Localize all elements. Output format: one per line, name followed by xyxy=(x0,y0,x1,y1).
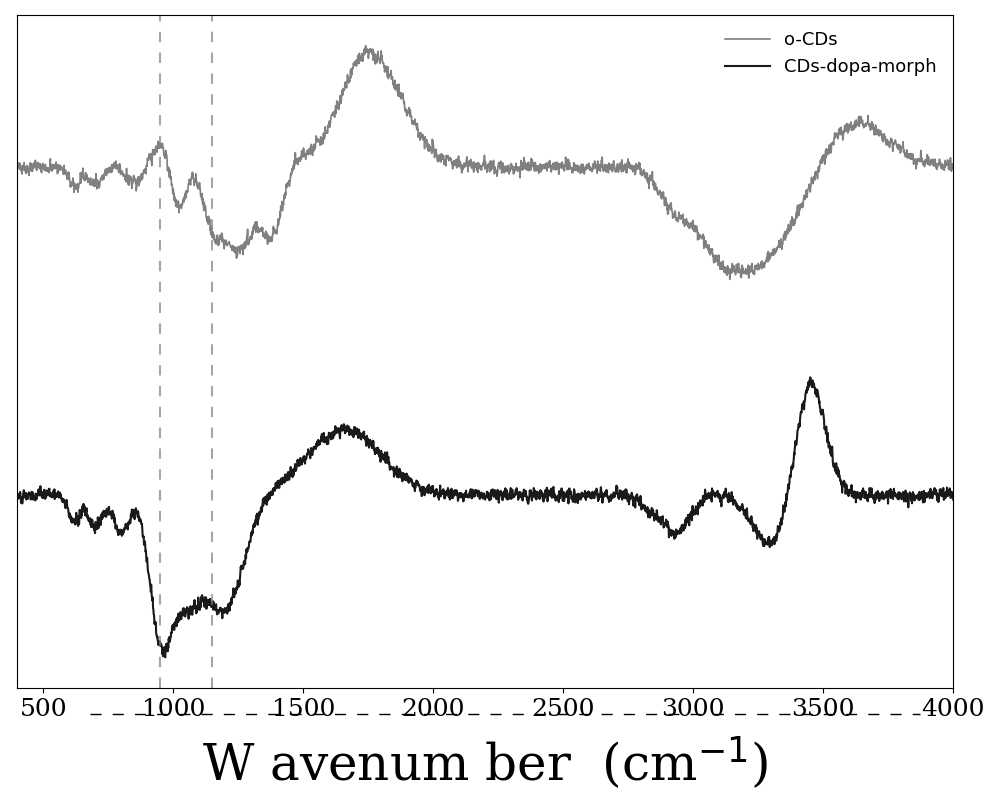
o-CDs xyxy=(371,55,383,65)
CDs-dopa-morph xyxy=(11,494,23,504)
o-CDs xyxy=(724,274,736,284)
CDs-dopa-morph xyxy=(829,460,841,470)
Legend: o-CDs, CDs-dopa-morph: o-CDs, CDs-dopa-morph xyxy=(718,24,944,83)
CDs-dopa-morph xyxy=(411,479,423,488)
CDs-dopa-morph xyxy=(118,524,130,533)
CDs-dopa-morph xyxy=(371,445,383,455)
o-CDs xyxy=(929,159,941,169)
o-CDs xyxy=(411,119,423,129)
CDs-dopa-morph xyxy=(174,611,186,621)
CDs-dopa-morph xyxy=(929,489,941,499)
o-CDs xyxy=(947,161,959,170)
CDs-dopa-morph xyxy=(804,373,816,383)
CDs-dopa-morph xyxy=(159,653,171,663)
o-CDs xyxy=(174,203,186,212)
o-CDs xyxy=(360,40,372,50)
Line: CDs-dopa-morph: CDs-dopa-morph xyxy=(17,378,953,658)
CDs-dopa-morph xyxy=(947,495,959,504)
o-CDs xyxy=(11,164,23,174)
X-axis label: W avenum ber  (cm$^{-1}$): W avenum ber (cm$^{-1}$) xyxy=(202,734,768,792)
o-CDs xyxy=(829,128,841,138)
o-CDs xyxy=(118,169,130,179)
Line: o-CDs: o-CDs xyxy=(17,45,953,279)
